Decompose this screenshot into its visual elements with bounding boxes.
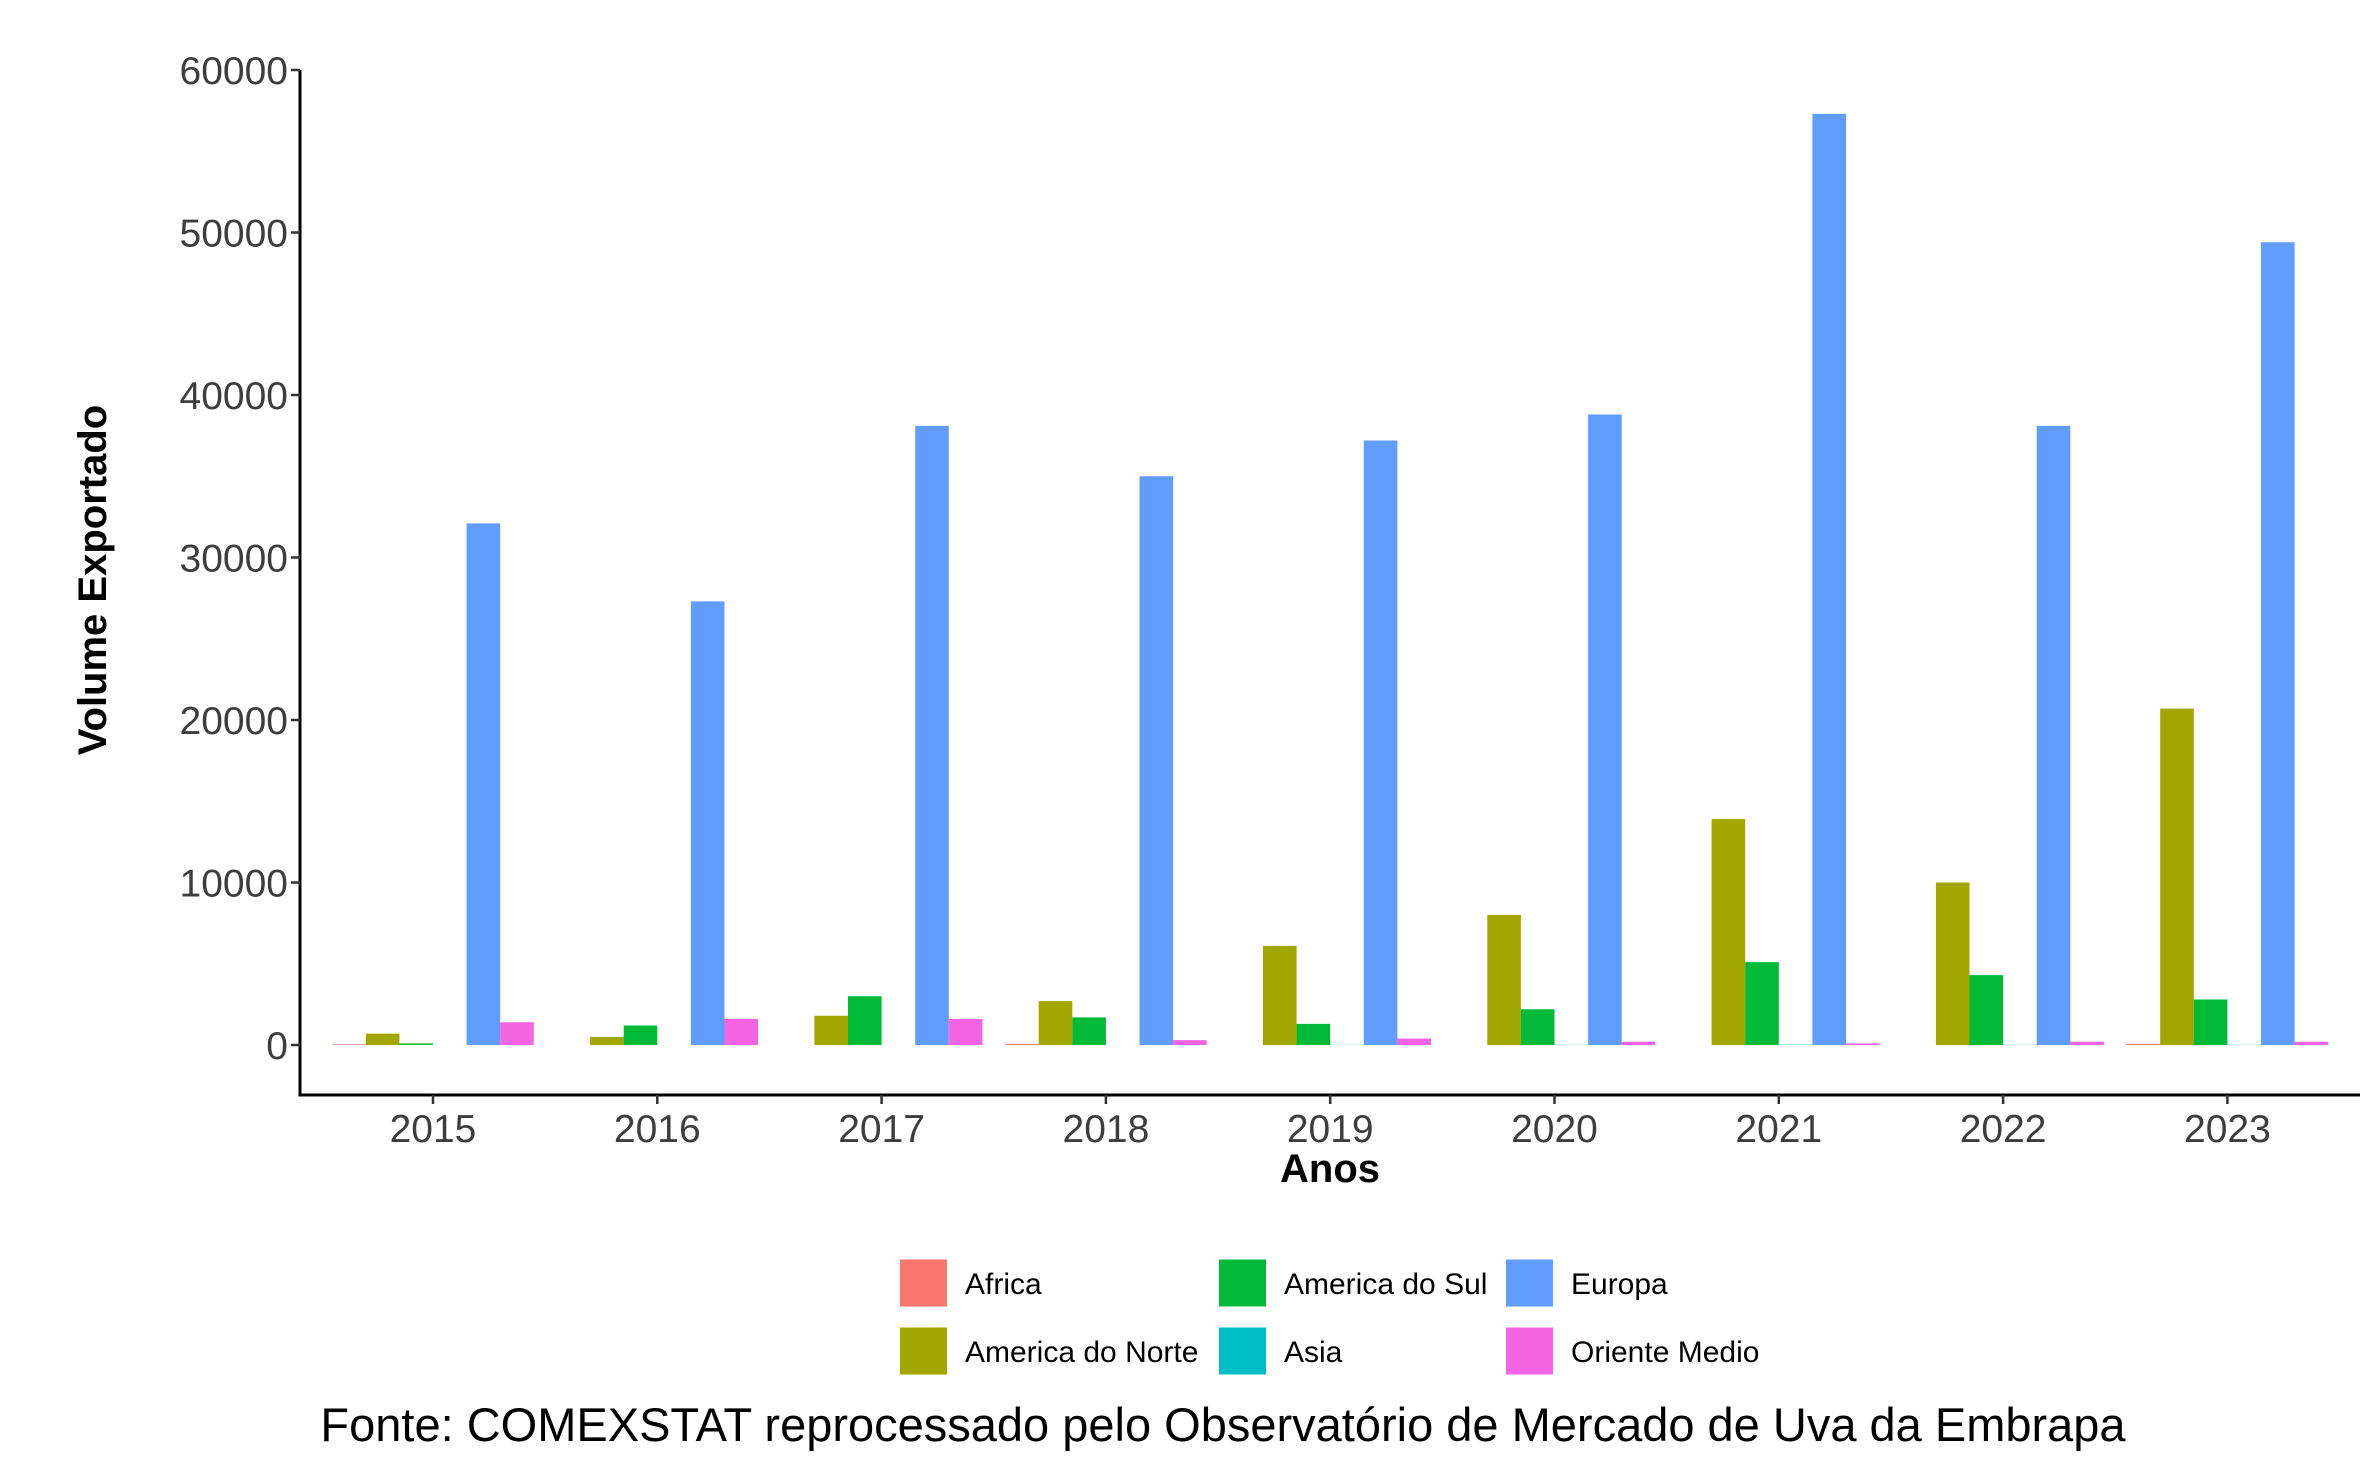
- source-note: Fonte: COMEXSTAT reprocessado pelo Obser…: [320, 1398, 2126, 1451]
- x-tick-label: 2022: [1960, 1108, 2047, 1151]
- legend-item-oriente-medio: Oriente Medio: [1506, 1327, 1759, 1375]
- bar-america-do-norte-2017: [814, 1015, 848, 1045]
- x-tick-label: 2023: [2184, 1108, 2271, 1151]
- bars-layer: [332, 113, 2329, 1046]
- bar-america-do-norte-2023: [2160, 708, 2194, 1046]
- legend-label: Africa: [965, 1268, 1042, 1301]
- bar-africa-2015: [332, 1044, 366, 1045]
- bar-europa-2020: [1588, 414, 1622, 1045]
- bar-america-do-sul-2017: [848, 996, 882, 1045]
- x-tick-label: 2020: [1511, 1108, 1598, 1151]
- bar-europa-2018: [1139, 476, 1174, 1045]
- bar-america-do-norte-2020: [1487, 915, 1521, 1045]
- bar-america-do-norte-2021: [1711, 819, 1746, 1046]
- legend-swatch: [1506, 1327, 1553, 1375]
- bar-africa-2018: [1005, 1044, 1039, 1045]
- bar-oriente-medio-2015: [500, 1022, 534, 1045]
- bar-america-do-sul-2020: [1520, 1009, 1555, 1045]
- bar-europa-2016: [690, 601, 725, 1046]
- y-tick-label: 60000: [180, 50, 288, 93]
- y-tick-label: 50000: [180, 213, 288, 256]
- x-tick-label: 2016: [614, 1108, 701, 1151]
- legend-label: Europa: [1571, 1268, 1668, 1301]
- bar-america-do-sul-2015: [399, 1043, 433, 1046]
- y-tick-label: 0: [266, 1025, 288, 1068]
- bar-oriente-medio-2020: [1621, 1041, 1656, 1045]
- legend-label: Asia: [1284, 1336, 1343, 1369]
- bar-america-do-norte-2022: [1935, 882, 1970, 1045]
- axes-layer: 0 10000 20000 30000 40000 50000 60000 2015 2016 2…: [180, 50, 2360, 1151]
- y-tick-label: 40000: [180, 375, 288, 418]
- x-tick-label: 2021: [1735, 1108, 1822, 1151]
- x-axis-title: Anos: [1280, 1147, 1380, 1191]
- bar-america-do-sul-2022: [1969, 975, 2004, 1046]
- bar-america-do-sul-2018: [1072, 1017, 1106, 1046]
- bar-europa-2023: [2261, 242, 2295, 1045]
- x-tick-label: 2017: [838, 1108, 925, 1151]
- bar-oriente-medio-2016: [724, 1019, 759, 1045]
- y-axis-title: Volume Exportado: [71, 405, 115, 755]
- legend-swatch: [1219, 1327, 1266, 1375]
- x-tick-label: 2018: [1063, 1108, 1150, 1151]
- bar-africa-2023: [2126, 1044, 2161, 1045]
- bar-europa-2022: [2036, 425, 2071, 1046]
- bar-america-do-norte-2019: [1263, 945, 1297, 1046]
- bar-america-do-sul-2016: [623, 1025, 658, 1045]
- x-tick-label: 2019: [1287, 1108, 1374, 1151]
- legend: Africa America do Norte America do Sul Asia…: [900, 1259, 1759, 1375]
- bar-oriente-medio-2022: [2070, 1041, 2104, 1045]
- bar-america-do-norte-2015: [365, 1033, 400, 1046]
- bar-oriente-medio-2017: [948, 1019, 983, 1045]
- legend-swatch: [900, 1259, 947, 1307]
- legend-item-europa: Europa: [1506, 1259, 1668, 1307]
- legend-swatch: [900, 1327, 947, 1375]
- x-tick-label: 2015: [390, 1108, 477, 1151]
- bar-oriente-medio-2019: [1397, 1038, 1431, 1045]
- bar-america-do-sul-2019: [1296, 1023, 1331, 1046]
- bar-oriente-medio-2023: [2294, 1041, 2329, 1045]
- bar-oriente-medio-2021: [1846, 1043, 1880, 1046]
- legend-item-asia: Asia: [1219, 1327, 1343, 1375]
- bar-america-do-norte-2016: [590, 1036, 624, 1046]
- legend-item-america-do-sul: America do Sul: [1219, 1259, 1487, 1307]
- bar-america-do-sul-2023: [2193, 999, 2228, 1045]
- bar-america-do-sul-2021: [1745, 962, 1779, 1046]
- legend-label: America do Norte: [965, 1336, 1198, 1369]
- legend-label: America do Sul: [1284, 1268, 1487, 1301]
- y-tick-label: 30000: [180, 538, 288, 581]
- y-tick-label: 10000: [180, 863, 288, 906]
- legend-item-africa: Africa: [900, 1259, 1042, 1307]
- legend-swatch: [1219, 1259, 1266, 1307]
- legend-label: Oriente Medio: [1571, 1336, 1759, 1369]
- bar-europa-2015: [466, 523, 501, 1046]
- bar-america-do-norte-2018: [1038, 1001, 1073, 1046]
- y-tick-label: 20000: [180, 700, 288, 743]
- bar-europa-2019: [1363, 440, 1398, 1045]
- legend-item-america-do-norte: America do Norte: [900, 1327, 1198, 1375]
- legend-swatch: [1506, 1259, 1553, 1307]
- bar-europa-2017: [915, 425, 949, 1046]
- bar-europa-2021: [1812, 113, 1846, 1046]
- bar-oriente-medio-2018: [1173, 1040, 1207, 1046]
